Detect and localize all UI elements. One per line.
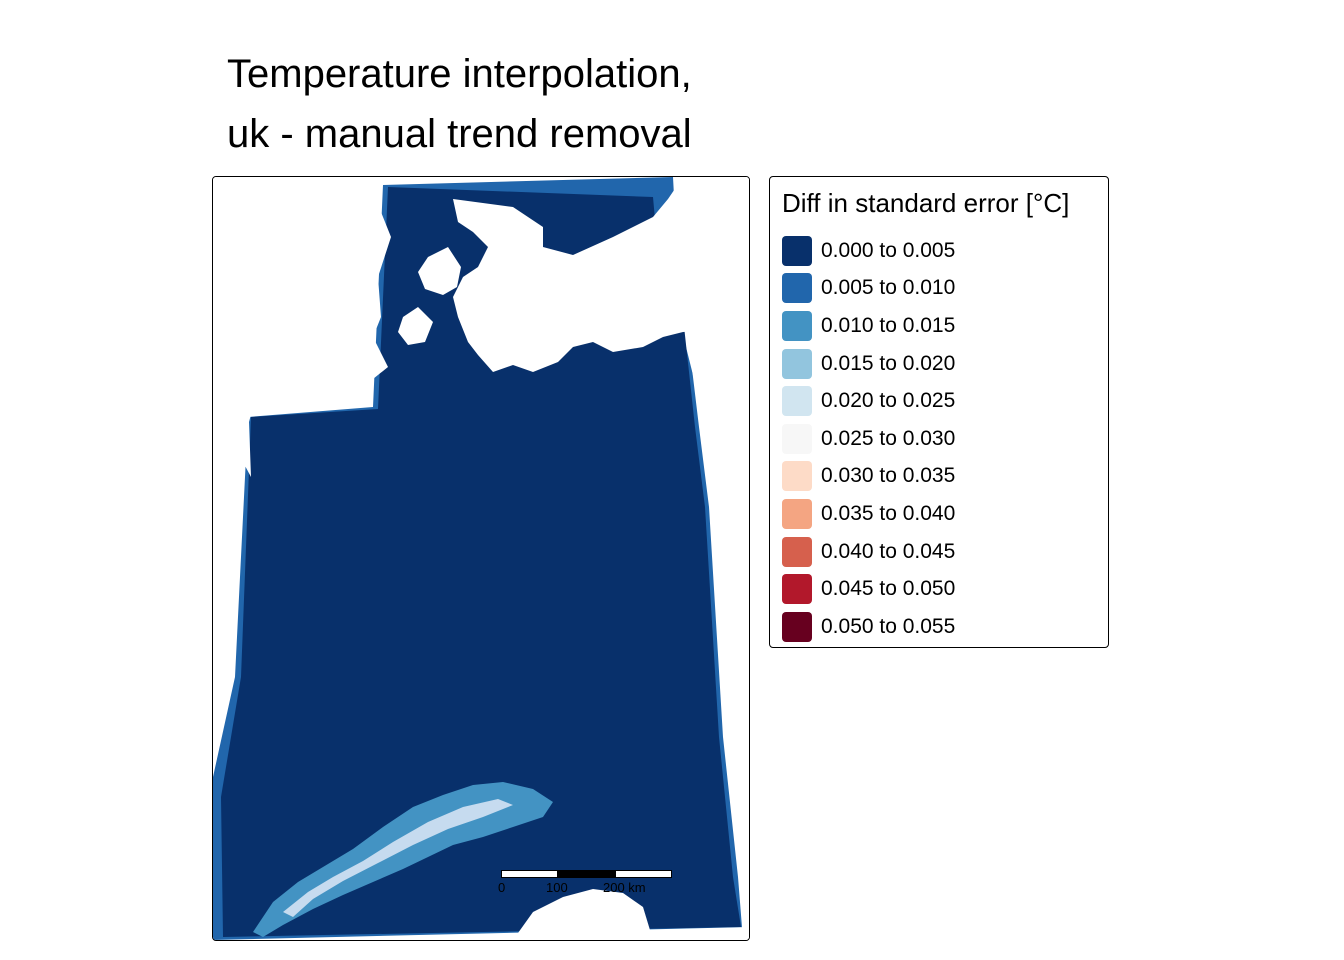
legend-item: 0.045 to 0.050 [782, 570, 955, 608]
scale-label-0: 0 [498, 880, 506, 895]
legend-item: 0.035 to 0.040 [782, 495, 955, 533]
legend-item: 0.000 to 0.005 [782, 232, 955, 270]
legend-label: 0.005 to 0.010 [821, 276, 956, 300]
legend-label: 0.040 to 0.045 [821, 539, 956, 563]
scale-label-200-km: 200 km [603, 880, 646, 895]
legend-item: 0.050 to 0.055 [782, 608, 955, 646]
legend-swatch [782, 273, 812, 304]
alpine-peaks [283, 799, 513, 917]
legend-swatch [782, 498, 812, 529]
legend-swatch [782, 235, 812, 266]
legend-title: Diff in standard error [°C] [782, 188, 1070, 218]
legend-label: 0.045 to 0.050 [821, 577, 956, 601]
legend-swatch [782, 611, 812, 642]
legend-item: 0.005 to 0.010 [782, 270, 955, 308]
baltic-sea [453, 177, 749, 372]
scale-segment-3 [615, 870, 672, 878]
legend-item: 0.030 to 0.035 [782, 458, 955, 496]
legend-item: 0.020 to 0.025 [782, 382, 955, 420]
legend-swatch [782, 423, 812, 454]
legend-item: 0.025 to 0.030 [782, 420, 955, 458]
legend-swatch [782, 461, 812, 492]
legend: Diff in standard error [°C] 0.000 to 0.0… [769, 176, 1109, 648]
main-region [221, 187, 741, 937]
legend-swatch [782, 536, 812, 567]
legend-swatch [782, 310, 812, 341]
legend-swatch [782, 348, 812, 379]
alpine-highlands [253, 782, 553, 937]
legend-label: 0.000 to 0.005 [821, 238, 956, 262]
legend-item: 0.015 to 0.020 [782, 345, 955, 383]
legend-label: 0.025 to 0.030 [821, 426, 956, 450]
legend-item: 0.010 to 0.015 [782, 307, 955, 345]
legend-label: 0.015 to 0.020 [821, 351, 956, 375]
scale-bar: 0 100 200 km [498, 870, 673, 900]
legend-swatch [782, 386, 812, 417]
scale-label-100: 100 [546, 880, 568, 895]
legend-label: 0.010 to 0.015 [821, 313, 956, 337]
legend-label: 0.035 to 0.040 [821, 501, 956, 525]
title-line-2: uk - manual trend removal [227, 112, 692, 156]
scale-segment-2 [558, 870, 615, 878]
legend-label: 0.050 to 0.055 [821, 614, 956, 638]
legend-swatch [782, 574, 812, 605]
map-panel[interactable]: 0 100 200 km [212, 176, 750, 941]
danish-islands [398, 247, 543, 345]
legend-items: 0.000 to 0.005 0.005 to 0.010 0.010 to 0… [782, 232, 955, 646]
east-sea-gap [683, 177, 749, 940]
south-lake [513, 889, 653, 940]
title-line-1: Temperature interpolation, [227, 52, 692, 96]
legend-label: 0.020 to 0.025 [821, 389, 956, 413]
scale-segment-1 [501, 870, 558, 878]
map-title: Temperature interpolation, uk - manual t… [227, 44, 692, 164]
legend-item: 0.040 to 0.045 [782, 533, 955, 571]
legend-label: 0.030 to 0.035 [821, 464, 956, 488]
northern-sea [213, 177, 391, 477]
map-raster [213, 177, 749, 940]
